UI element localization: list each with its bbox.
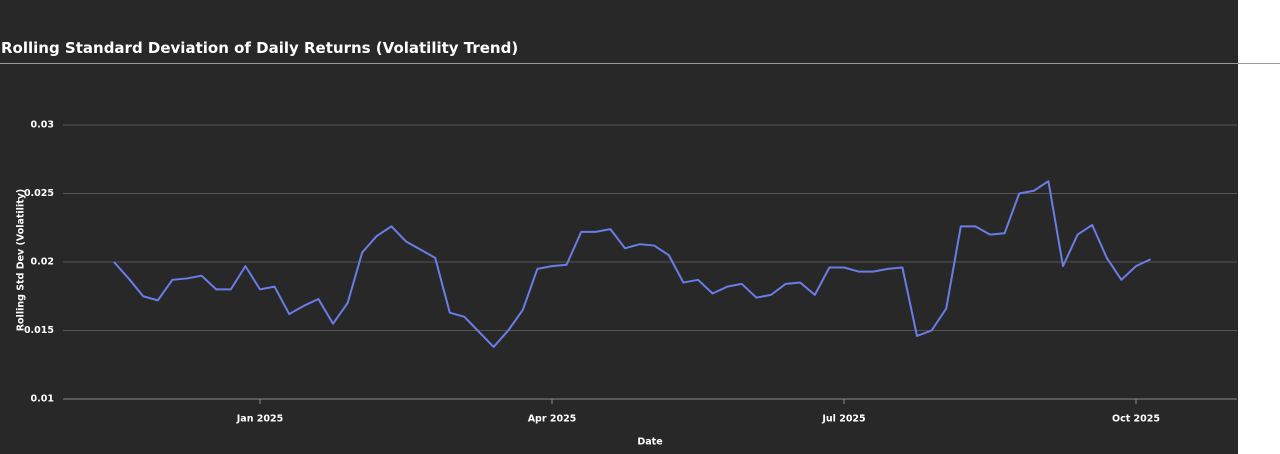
- x-tick-label: Jan 2025: [236, 414, 283, 425]
- y-axis-label: Rolling Std Dev (Volatility): [16, 189, 27, 332]
- x-tick-label: Jul 2025: [821, 414, 865, 425]
- x-tick-label: Apr 2025: [528, 414, 577, 425]
- y-tick-label: 0.03: [31, 120, 54, 131]
- series-line: [113, 180, 1152, 348]
- x-tick-label: Oct 2025: [1112, 414, 1160, 425]
- y-tick-label: 0.015: [24, 325, 54, 336]
- y-tick-label: 0.02: [31, 257, 54, 268]
- y-tick-label: 0.025: [24, 188, 54, 199]
- y-tick-label: 0.01: [31, 394, 54, 405]
- chart-title: Rolling Standard Deviation of Daily Retu…: [1, 39, 518, 57]
- chart-panel: [0, 0, 1238, 454]
- x-axis-label: Date: [637, 437, 662, 448]
